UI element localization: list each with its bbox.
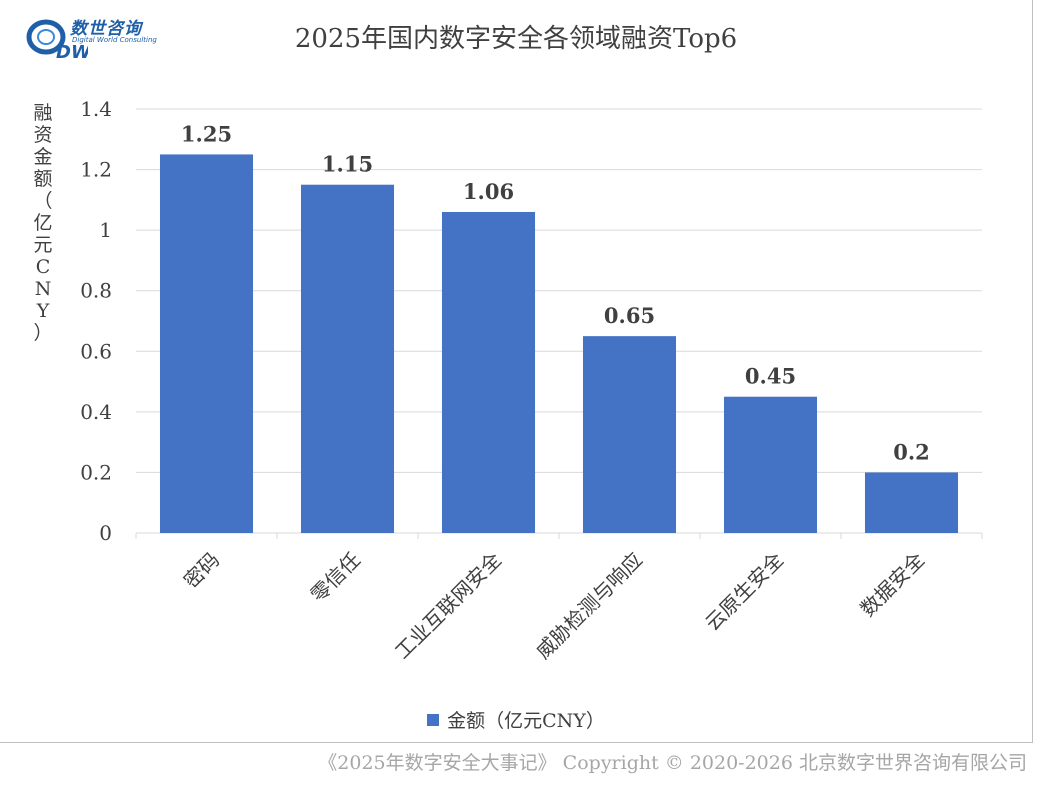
bar-6 <box>864 472 959 533</box>
y-tick-label: 1 <box>99 218 112 242</box>
data-label: 0.2 <box>893 439 930 464</box>
y-tick-label: 0 <box>99 521 112 545</box>
y-axis-label-text: 融资金额（亿元 C N Y） <box>33 102 53 344</box>
x-tick-label: 数据安全 <box>855 548 929 622</box>
logo-name-en: Digital World Consulting <box>72 36 157 44</box>
y-tick-label: 0.6 <box>80 339 112 363</box>
bar-chart: 0 0.2 0.4 0.6 0.8 1 1.2 1.4 1.25 密码 1.15 零信任 1.06 工业互… <box>80 97 983 664</box>
y-tick-label: 1.4 <box>80 97 112 121</box>
x-tick-label: 零信任 <box>306 548 365 607</box>
bar-4 <box>582 336 677 533</box>
x-tick-label: 云原生安全 <box>700 548 788 636</box>
logo-mark-icon: DW <box>26 19 88 62</box>
legend-swatch <box>427 714 440 726</box>
legend-label: 金额（亿元CNY） <box>447 710 605 732</box>
chart-title: 2025年国内数字安全各领域融资Top6 <box>294 24 738 54</box>
data-label: 1.15 <box>322 152 373 177</box>
data-label: 0.45 <box>745 364 796 389</box>
data-label: 1.06 <box>463 179 514 204</box>
data-label: 0.65 <box>604 303 655 328</box>
data-label: 1.25 <box>181 121 232 146</box>
footer-copyright: 《2025年数字安全大事记》 Copyright © 2020-2026 北京数… <box>318 752 1027 774</box>
y-tick-label: 1.2 <box>80 158 112 182</box>
bar-1 <box>159 154 254 533</box>
legend: 金额（亿元CNY） <box>0 706 1032 733</box>
bar-5 <box>723 396 818 533</box>
bar-2 <box>300 184 395 533</box>
x-tick-label: 威胁检测与响应 <box>531 548 647 664</box>
y-tick-label: 0.4 <box>80 400 112 424</box>
y-tick-label: 0.8 <box>80 279 112 303</box>
x-tick-label: 密码 <box>179 548 224 593</box>
y-axis-label: 融资金额（亿元 C N Y） <box>30 102 56 344</box>
bar-3 <box>441 211 536 533</box>
logo-name-cn: 数世咨询 <box>70 19 142 39</box>
logo-mark-letters: DW <box>56 42 88 62</box>
logo: DW 数世咨询 Digital World Consulting <box>26 12 176 62</box>
y-tick-label: 0.2 <box>80 460 112 484</box>
x-tick-label: 工业互联网安全 <box>390 548 506 664</box>
